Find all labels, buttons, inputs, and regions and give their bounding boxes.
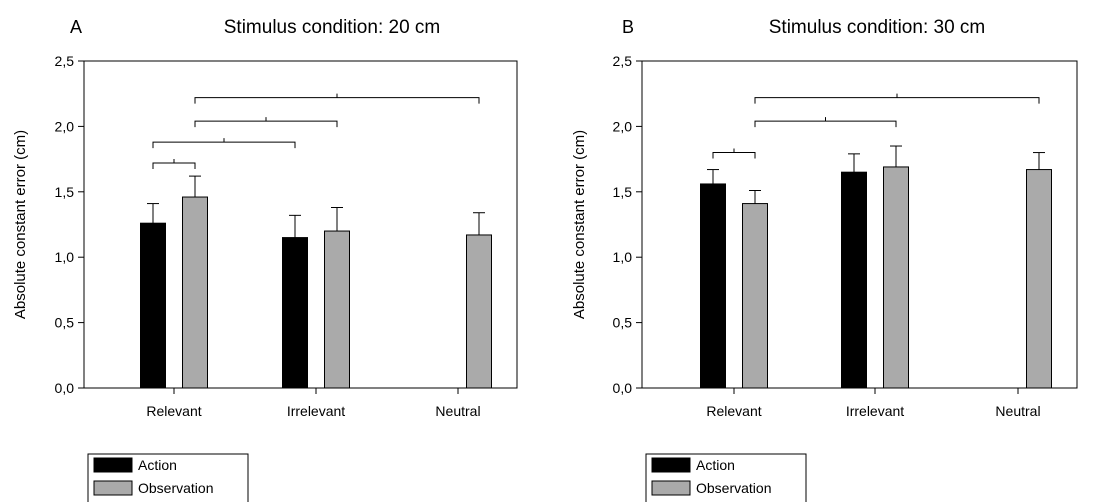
bar-action-relevant bbox=[700, 183, 726, 389]
y-tick-label: 0,5 bbox=[613, 315, 633, 331]
legend-box bbox=[645, 453, 807, 502]
x-tick-label: Relevant bbox=[146, 403, 201, 419]
panel-letter: B bbox=[622, 17, 634, 37]
bar-action-relevant bbox=[140, 222, 166, 389]
y-tick-label: 2,0 bbox=[55, 118, 75, 134]
significance-bracket bbox=[194, 97, 480, 104]
significance-bracket bbox=[712, 152, 756, 159]
legend-box bbox=[87, 453, 249, 502]
x-tick-label: Irrelevant bbox=[846, 403, 904, 419]
y-tick-label: 1,5 bbox=[613, 184, 633, 200]
bar-action-irrelevant bbox=[841, 171, 867, 389]
legend-label-observation: Observation bbox=[696, 480, 771, 496]
y-tick-label: 0,0 bbox=[613, 380, 633, 396]
bar-observation-neutral bbox=[1026, 169, 1052, 389]
significance-bracket bbox=[152, 141, 296, 149]
y-axis-label: Absolute constant error (cm) bbox=[571, 130, 588, 319]
y-tick-label: 1,0 bbox=[55, 249, 75, 265]
significance-bracket bbox=[754, 120, 897, 128]
y-tick-label: 1,0 bbox=[613, 249, 633, 265]
significance-bracket bbox=[194, 120, 338, 128]
y-axis-label: Absolute constant error (cm) bbox=[12, 130, 29, 319]
y-tick-label: 0,5 bbox=[55, 315, 75, 331]
bar-observation-neutral bbox=[466, 234, 492, 389]
bar-action-irrelevant bbox=[282, 237, 308, 389]
bar-observation-irrelevant bbox=[324, 230, 350, 389]
y-tick-label: 2,5 bbox=[613, 53, 633, 69]
x-tick-label: Neutral bbox=[995, 403, 1040, 419]
y-tick-label: 2,5 bbox=[55, 53, 75, 69]
legend: Action Observation bbox=[645, 453, 807, 502]
legend-swatch-action bbox=[93, 457, 133, 473]
x-tick-label: Relevant bbox=[706, 403, 761, 419]
y-tick-label: 2,0 bbox=[613, 118, 633, 134]
legend-swatch-observation bbox=[93, 480, 133, 496]
x-tick-label: Neutral bbox=[435, 403, 480, 419]
chart-title: Stimulus condition: 30 cm bbox=[769, 17, 986, 38]
legend-label-action: Action bbox=[696, 457, 735, 473]
chart-panel-b: B Stimulus condition: 30 cm 0,0 0,5 1,0 1,5 2,… bbox=[571, 17, 1078, 502]
legend-label-observation: Observation bbox=[138, 480, 213, 496]
y-tick-label: 0,0 bbox=[55, 380, 75, 396]
significance-bracket bbox=[152, 162, 196, 170]
chart-panel-a: A Stimulus condition: 20 cm 0,0 0,5 1,0 1,5 2,… bbox=[12, 17, 518, 502]
legend: Action Observation bbox=[87, 453, 249, 502]
legend-swatch-action bbox=[651, 457, 691, 473]
y-tick-label: 1,5 bbox=[55, 184, 75, 200]
panel-letter: A bbox=[70, 17, 82, 37]
legend-label-action: Action bbox=[138, 457, 177, 473]
bar-observation-irrelevant bbox=[883, 166, 909, 389]
x-tick-label: Irrelevant bbox=[287, 403, 345, 419]
chart-title: Stimulus condition: 20 cm bbox=[224, 17, 441, 38]
significance-bracket bbox=[754, 97, 1040, 104]
legend-swatch-observation bbox=[651, 480, 691, 496]
bar-observation-relevant bbox=[182, 196, 208, 389]
bar-observation-relevant bbox=[742, 203, 768, 389]
